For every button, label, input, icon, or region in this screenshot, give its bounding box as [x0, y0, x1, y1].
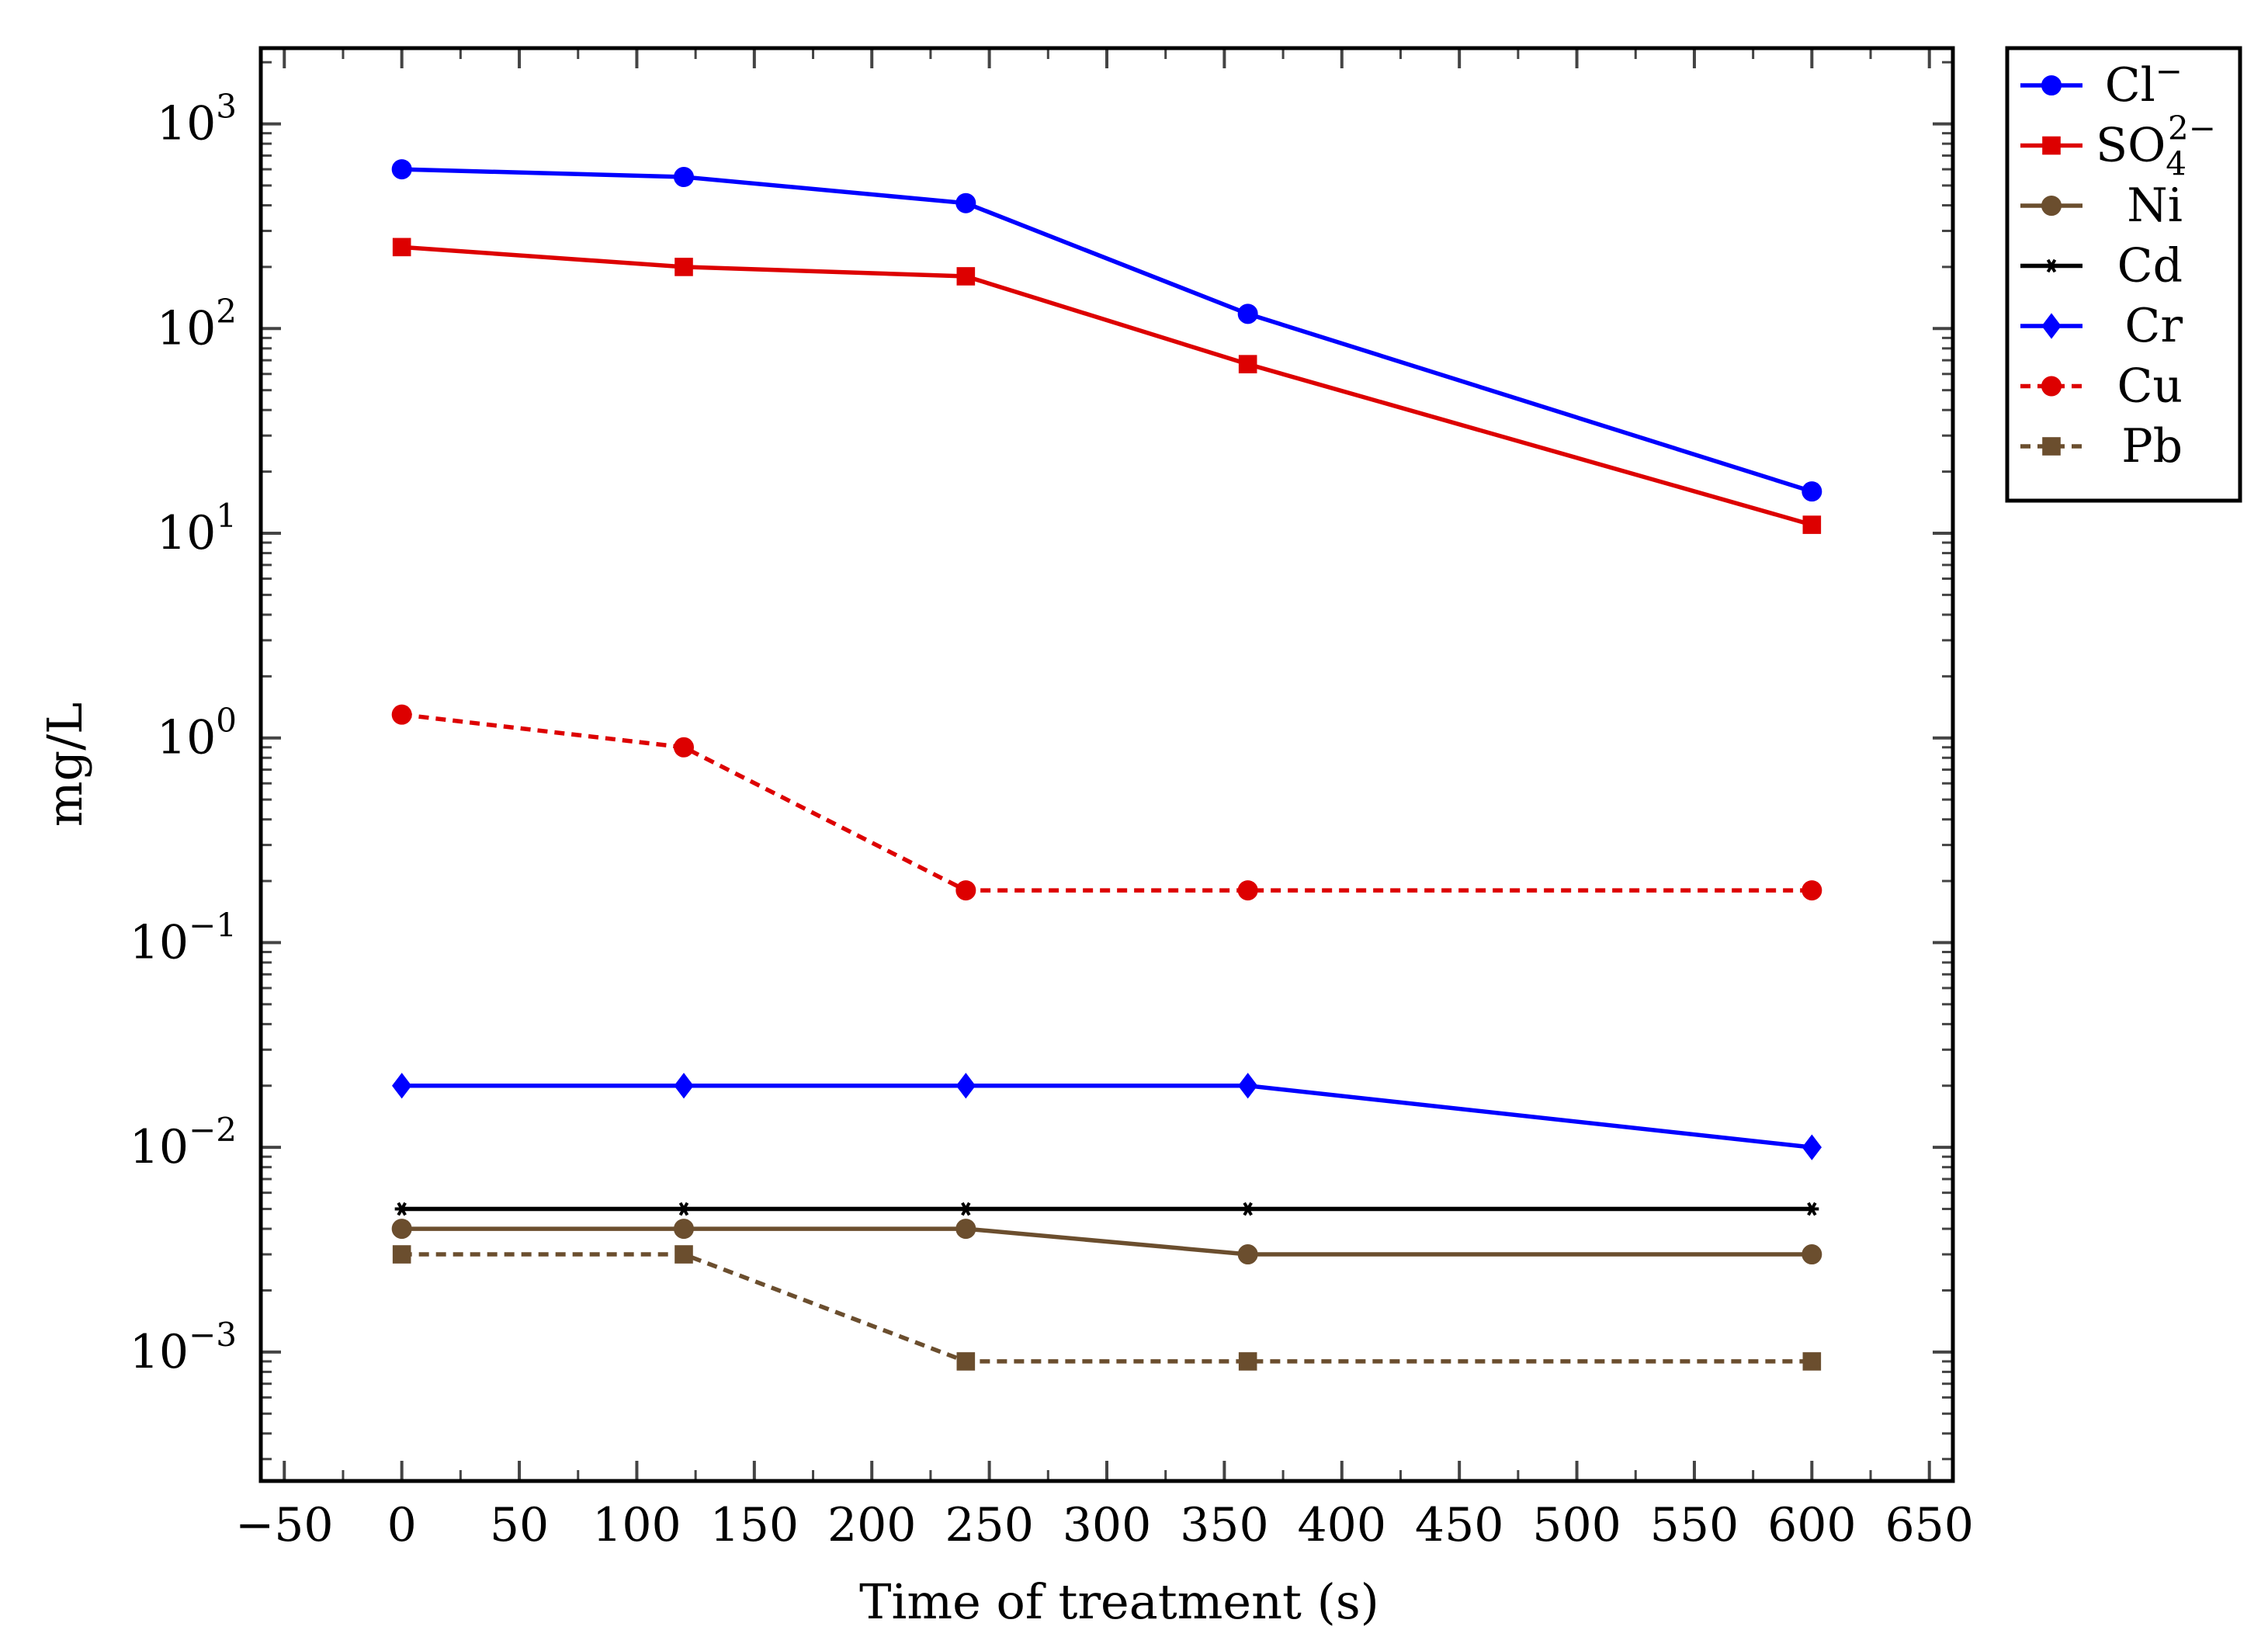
x-tick-label: 500 — [1532, 1498, 1621, 1552]
data-point-pb — [675, 1245, 693, 1264]
y-tick-label: 10−1 — [130, 906, 237, 969]
legend-label-ni: Ni — [2127, 179, 2183, 233]
plot-frame — [258, 46, 1955, 1483]
y-tick-label: 10−3 — [130, 1316, 237, 1379]
data-point-pb — [392, 1245, 411, 1264]
minor-ticks — [261, 48, 1953, 1481]
data-point-cl — [674, 167, 694, 188]
x-tick-label: 250 — [945, 1498, 1034, 1552]
series-line-ni — [401, 1226, 1812, 1257]
data-point-so — [675, 258, 693, 276]
data-point-cr — [674, 1073, 694, 1099]
series-line-cu — [401, 712, 1812, 893]
data-point-cl — [1802, 481, 1822, 502]
x-tick-label: 550 — [1650, 1498, 1739, 1552]
data-point-cd — [394, 1202, 409, 1216]
data-point-cd — [1240, 1202, 1255, 1216]
data-point-cr — [955, 1073, 976, 1099]
data-point-cl — [1237, 303, 1258, 324]
legend-marker-cr — [2041, 313, 2062, 339]
x-tick-label: 100 — [592, 1498, 681, 1552]
data-point-cr — [392, 1073, 412, 1099]
x-tick-label: 400 — [1298, 1498, 1387, 1552]
data-point-cr — [1802, 1134, 1822, 1160]
x-tick-label: 0 — [387, 1498, 417, 1552]
data-point-cl — [955, 192, 976, 213]
x-tick-label: 350 — [1180, 1498, 1269, 1552]
legend-marker-so — [2042, 136, 2061, 155]
data-point-pb — [956, 1352, 976, 1371]
legend-marker-cd — [2044, 258, 2058, 273]
y-tick-label: 101 — [157, 497, 237, 560]
y-tick-label: 100 — [157, 702, 237, 765]
legend-label-so: SO42− — [2096, 109, 2216, 183]
data-point-ni — [674, 1219, 694, 1240]
x-axis-title: Time of treatment (s) — [859, 1573, 1379, 1630]
legend-box — [2005, 46, 2242, 503]
legend-marker-cu — [2041, 376, 2062, 397]
data-point-cu — [1802, 880, 1822, 901]
data-point-so — [1238, 355, 1257, 373]
data-point-ni — [391, 1219, 412, 1240]
data-point-ni — [1237, 1244, 1258, 1265]
data-point-cu — [955, 880, 976, 901]
data-point-ni — [955, 1219, 976, 1240]
legend-label-cl: Cl− — [2105, 52, 2183, 113]
data-point-cu — [391, 704, 412, 725]
x-tick-label: 600 — [1767, 1498, 1857, 1552]
data-point-pb — [1802, 1352, 1822, 1371]
y-tick-label: 10−2 — [130, 1111, 237, 1174]
data-point-cd — [1805, 1202, 1819, 1216]
legend-marker-ni — [2041, 196, 2062, 216]
x-tick-label: 150 — [710, 1498, 799, 1552]
series-line-cl — [401, 167, 1813, 494]
series-lines — [401, 167, 1813, 1364]
series-line-so — [401, 245, 1813, 527]
major-ticks — [261, 48, 1953, 1481]
y-tick-label: 103 — [157, 88, 237, 151]
x-tick-label: 450 — [1415, 1498, 1504, 1552]
data-point-cl — [391, 159, 412, 180]
data-point-cd — [677, 1202, 691, 1216]
data-point-so — [1802, 515, 1822, 534]
y-tick-labels: 103 102 101 100 10−1 10−2 10−3 — [130, 88, 237, 1379]
data-point-cu — [1237, 880, 1258, 901]
x-tick-labels: −50 0 50 100 150 200 250 300 350 400 450 500 550 600 6… — [235, 1498, 1974, 1552]
series-markers — [391, 159, 1822, 1371]
legend-label-pb: Pb — [2121, 419, 2183, 473]
data-point-cu — [674, 737, 694, 758]
data-point-so — [956, 267, 976, 286]
data-point-pb — [1238, 1352, 1257, 1371]
x-tick-label: −50 — [235, 1498, 334, 1552]
y-axis-title: mg/L — [36, 702, 93, 827]
legend-label-cd: Cd — [2117, 239, 2183, 293]
x-tick-label: 300 — [1063, 1498, 1152, 1552]
y-tick-label: 102 — [157, 292, 237, 355]
x-tick-label: 650 — [1885, 1498, 1974, 1552]
x-tick-label: 50 — [490, 1498, 549, 1552]
legend-label-cr: Cr — [2124, 299, 2183, 353]
data-point-ni — [1802, 1244, 1822, 1265]
data-point-cr — [1238, 1073, 1258, 1099]
legend-marker-cl — [2041, 75, 2062, 95]
data-point-cd — [959, 1202, 973, 1216]
series-line-cr — [401, 1084, 1812, 1150]
series-line-pb — [401, 1252, 1812, 1364]
legend-label-cu: Cu — [2117, 359, 2183, 414]
data-point-so — [392, 238, 411, 257]
x-tick-label: 200 — [827, 1498, 917, 1552]
legend-marker-pb — [2042, 437, 2061, 456]
